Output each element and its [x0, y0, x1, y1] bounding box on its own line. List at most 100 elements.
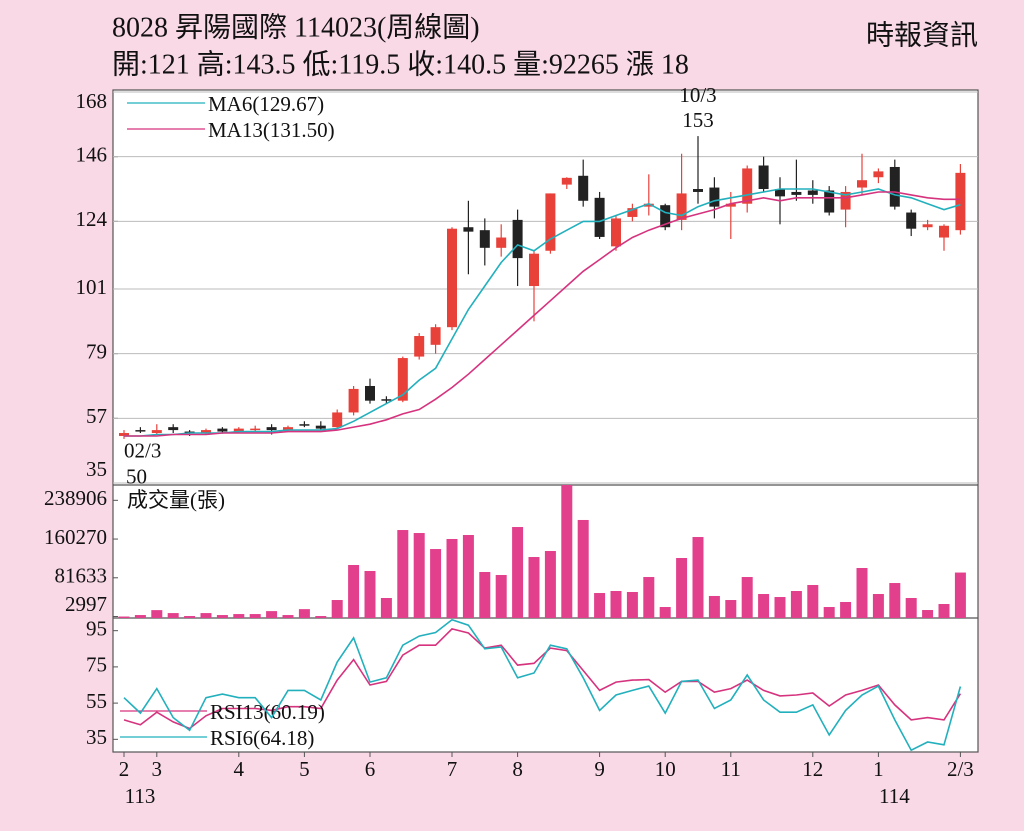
- volume-bar: [577, 519, 589, 618]
- candle-body: [857, 180, 867, 188]
- series-line: [124, 191, 961, 437]
- volume-bar: [758, 594, 770, 618]
- volume-bar: [528, 557, 540, 618]
- y-tick-label: 95: [86, 616, 107, 640]
- volume-bar: [282, 615, 294, 618]
- x-tick-label: 7: [447, 757, 458, 781]
- candle-body: [151, 430, 162, 434]
- x-year-label: 113: [125, 784, 156, 808]
- volume-bar: [954, 572, 966, 618]
- volume-bar: [626, 591, 638, 618]
- x-year-label: 114: [879, 784, 910, 808]
- candle-body: [545, 193, 556, 251]
- y-tick-label: 35: [86, 457, 107, 481]
- y-tick-label: 57: [86, 404, 107, 428]
- candle-body: [643, 203, 654, 207]
- candle-body: [512, 219, 523, 259]
- volume-bar: [774, 597, 786, 618]
- volume-bar: [430, 549, 442, 618]
- volume-bar: [512, 527, 524, 618]
- volume-bar: [790, 591, 802, 618]
- candle-body: [283, 427, 293, 431]
- candle-body: [611, 218, 621, 247]
- chart-title: 8028 昇陽國際 114023(周線圖): [112, 11, 480, 43]
- volume-bar: [823, 607, 835, 618]
- volume-bar: [380, 598, 392, 618]
- volume-bar: [938, 604, 950, 618]
- volume-bar: [840, 601, 852, 618]
- volume-bar: [167, 613, 179, 618]
- x-tick-label: 9: [594, 757, 605, 781]
- candle-body: [742, 168, 753, 204]
- volume-bar: [708, 595, 720, 618]
- candle-body: [578, 175, 589, 201]
- y-tick-label: 79: [86, 339, 107, 363]
- y-tick-label: 101: [76, 275, 108, 299]
- y-tick-label: 2997: [65, 592, 107, 616]
- candle-body: [529, 253, 539, 287]
- volume-bar: [462, 534, 474, 618]
- y-tick-label: 160270: [44, 525, 107, 549]
- volume-bar: [479, 571, 491, 618]
- volume-bar: [676, 558, 688, 618]
- series-line: [124, 188, 961, 437]
- volume-bar: [594, 593, 606, 618]
- x-tick-label: 3: [152, 757, 163, 781]
- candle-body: [939, 225, 949, 238]
- candle-body: [594, 197, 605, 237]
- candle-body: [824, 190, 835, 213]
- candle-body: [873, 171, 884, 178]
- candle-body: [676, 193, 687, 220]
- candle-body: [463, 227, 474, 232]
- quote: 開:121 高:143.5 低:119.5 收:140.5 量:92265 漲 …: [112, 48, 689, 80]
- legend-label: MA6(129.67): [208, 92, 324, 116]
- candle-body: [414, 336, 425, 357]
- volume-bar: [495, 574, 507, 618]
- volume-bar: [659, 607, 671, 618]
- volume-bar: [725, 600, 737, 618]
- candle-body: [479, 230, 490, 248]
- volume-bar: [151, 610, 163, 618]
- candle-body: [725, 203, 736, 207]
- legend-label: RSI6(64.18): [210, 726, 314, 750]
- candle-body: [840, 191, 851, 210]
- volume-bar: [741, 577, 753, 618]
- volume-bar: [610, 591, 622, 618]
- candle-body: [397, 358, 408, 401]
- candle-body: [709, 187, 720, 207]
- source: 時報資訊: [866, 19, 978, 51]
- candle-body: [348, 388, 359, 413]
- candle-body: [889, 166, 900, 207]
- y-tick-label: 238906: [44, 486, 107, 510]
- candle-body: [807, 190, 818, 195]
- candle-body: [250, 428, 261, 431]
- volume-bar: [200, 613, 212, 618]
- series-line: [123, 628, 962, 730]
- volume-bar: [397, 530, 409, 618]
- candle-body: [758, 165, 769, 190]
- y-tick-label: 75: [86, 653, 107, 677]
- volume-bar: [315, 616, 327, 618]
- volume-bar: [643, 577, 655, 618]
- volume-bar: [692, 537, 704, 618]
- volume-bar: [249, 614, 261, 618]
- volume-bar: [233, 614, 245, 618]
- x-tick-label: 2: [119, 757, 130, 781]
- volume-bar: [544, 551, 556, 618]
- series-line: [123, 618, 962, 752]
- candle-body: [365, 385, 375, 401]
- y-tick-label: 168: [76, 89, 108, 113]
- x-tick-label: 11: [721, 757, 741, 781]
- candle-body: [693, 189, 703, 192]
- panel-title: 成交量(張): [127, 488, 225, 512]
- volume-bar: [348, 564, 360, 618]
- x-tick-label: 12: [802, 757, 823, 781]
- volume-bar: [807, 584, 819, 618]
- candle-body: [135, 430, 146, 432]
- candle-body: [906, 212, 917, 229]
- x-tick-label: 4: [234, 757, 245, 781]
- candle-body: [561, 177, 572, 185]
- candle-body: [955, 172, 966, 231]
- candle-body: [168, 427, 179, 431]
